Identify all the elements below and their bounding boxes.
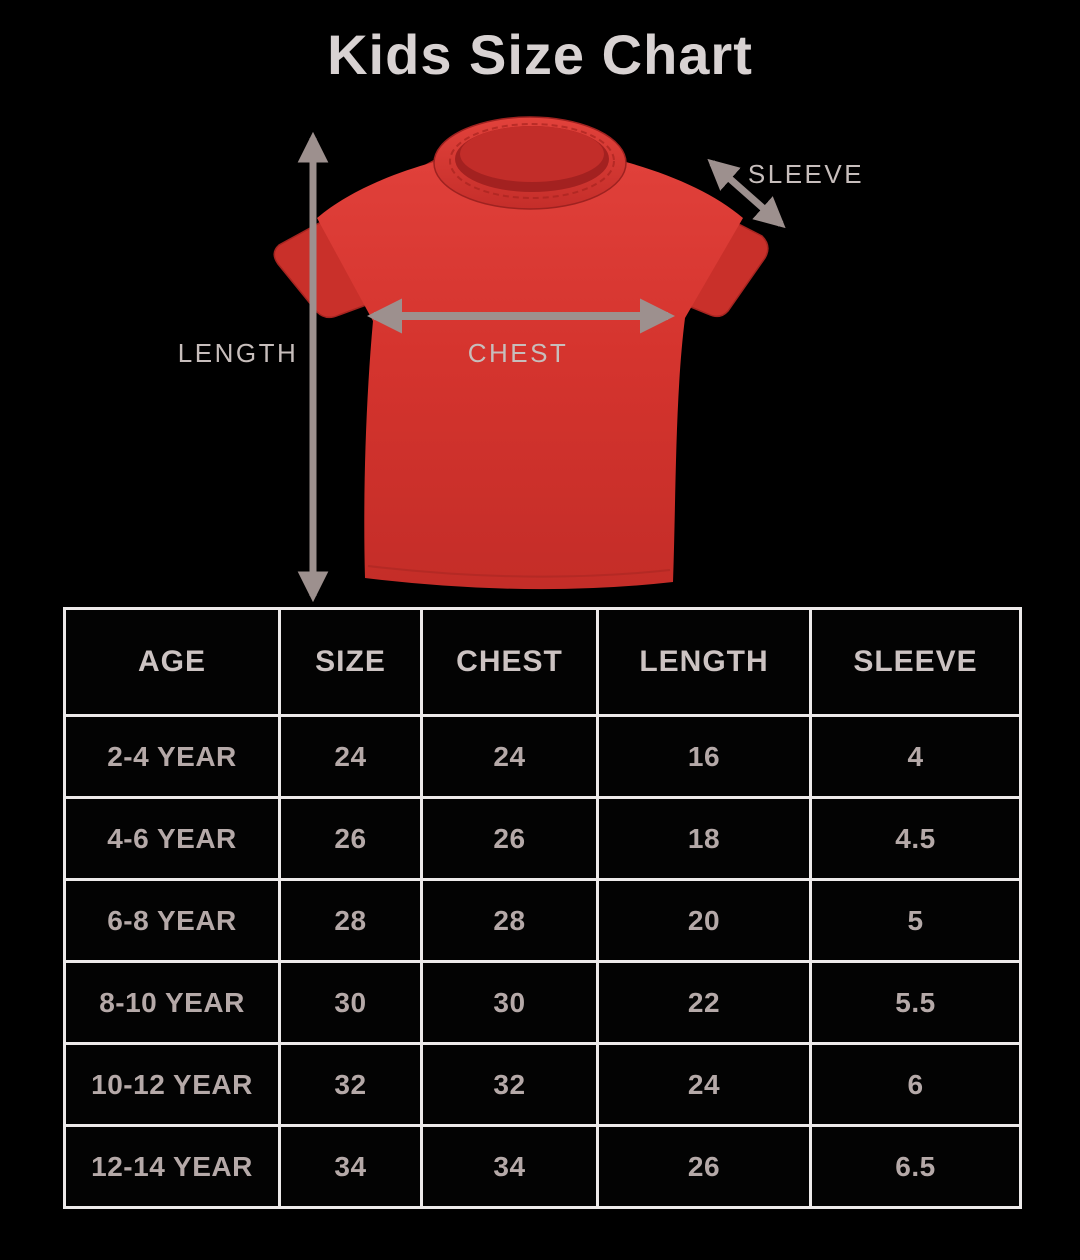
size-table: AGE SIZE CHEST LENGTH SLEEVE 2-4 YEAR 24…: [63, 607, 1022, 1209]
tshirt-image: [273, 116, 769, 590]
sleeve-label: SLEEVE: [747, 159, 865, 189]
cell-length: 18: [596, 796, 812, 881]
cell-sleeve: 5.5: [809, 960, 1022, 1045]
chest-label: CHEST: [467, 338, 569, 368]
cell-chest: 32: [420, 1042, 599, 1127]
column-header-chest: CHEST: [420, 607, 599, 717]
header-row: AGE SIZE CHEST LENGTH SLEEVE: [63, 607, 1022, 717]
cell-age: 4-6 YEAR: [63, 796, 281, 881]
tshirt-body: [317, 162, 743, 590]
cell-length: 26: [596, 1124, 812, 1209]
table-row: 12-14 YEAR 34 34 26 6.5: [63, 1124, 1022, 1209]
cell-sleeve: 4.5: [809, 796, 1022, 881]
length-label: LENGTH: [177, 338, 299, 368]
tshirt-back-panel: [460, 126, 604, 182]
cell-length: 22: [596, 960, 812, 1045]
cell-age: 10-12 YEAR: [63, 1042, 281, 1127]
cell-size: 32: [278, 1042, 423, 1127]
cell-age: 2-4 YEAR: [63, 714, 281, 799]
cell-length: 20: [596, 878, 812, 963]
measurement-arrows: [297, 131, 786, 603]
cell-sleeve: 4: [809, 714, 1022, 799]
cell-chest: 28: [420, 878, 599, 963]
cell-sleeve: 6.5: [809, 1124, 1022, 1209]
cell-age: 6-8 YEAR: [63, 878, 281, 963]
cell-chest: 34: [420, 1124, 599, 1209]
sleeve-arrow: [707, 158, 786, 229]
cell-size: 24: [278, 714, 423, 799]
cell-chest: 24: [420, 714, 599, 799]
cell-chest: 26: [420, 796, 599, 881]
table-row: 6-8 YEAR 28 28 20 5: [63, 878, 1022, 963]
cell-sleeve: 6: [809, 1042, 1022, 1127]
cell-size: 34: [278, 1124, 423, 1209]
tshirt-hem-stitch: [367, 565, 671, 578]
cell-length: 24: [596, 1042, 812, 1127]
tshirt-measurement-diagram: LENGTH CHEST SLEEVE: [0, 100, 1080, 615]
cell-chest: 30: [420, 960, 599, 1045]
tshirt-collar-stitch: [449, 123, 615, 199]
cell-size: 30: [278, 960, 423, 1045]
cell-age: 8-10 YEAR: [63, 960, 281, 1045]
page-title: Kids Size Chart: [327, 23, 753, 86]
table-row: 8-10 YEAR 30 30 22 5.5: [63, 960, 1022, 1045]
size-table-header: AGE SIZE CHEST LENGTH SLEEVE: [63, 607, 1022, 717]
cell-sleeve: 5: [809, 878, 1022, 963]
column-header-age: AGE: [63, 607, 281, 717]
size-table-body: 2-4 YEAR 24 24 16 4 4-6 YEAR 26 26 18 4.…: [63, 714, 1022, 1209]
cell-age: 12-14 YEAR: [63, 1124, 281, 1209]
column-header-size: SIZE: [278, 607, 423, 717]
cell-length: 16: [596, 714, 812, 799]
cell-size: 28: [278, 878, 423, 963]
column-header-length: LENGTH: [596, 607, 812, 717]
cell-size: 26: [278, 796, 423, 881]
table-row: 4-6 YEAR 26 26 18 4.5: [63, 796, 1022, 881]
table-row: 2-4 YEAR 24 24 16 4: [63, 714, 1022, 799]
column-header-sleeve: SLEEVE: [809, 607, 1022, 717]
table-row: 10-12 YEAR 32 32 24 6: [63, 1042, 1022, 1127]
